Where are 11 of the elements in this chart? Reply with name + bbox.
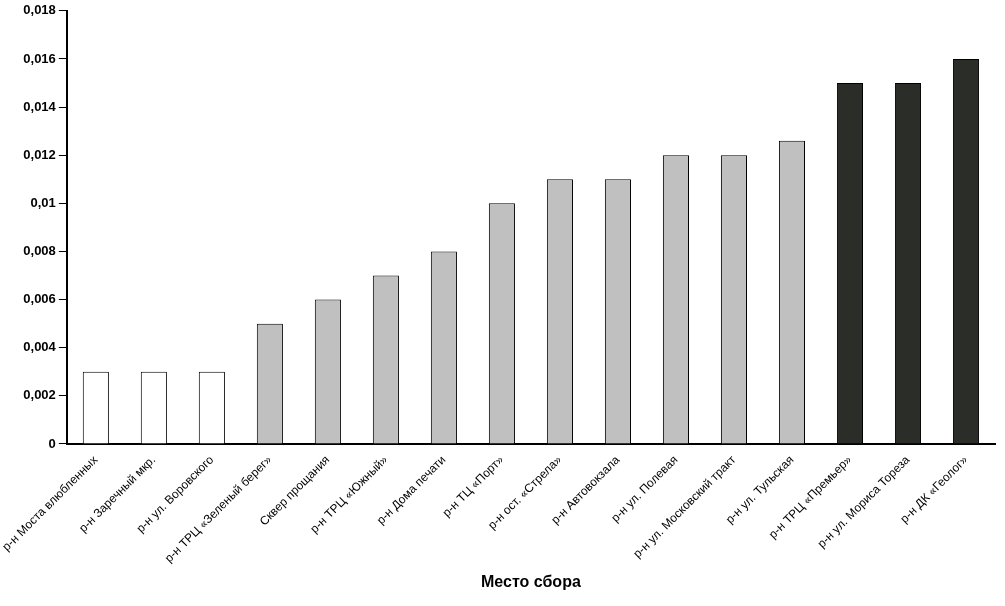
y-tick-label: 0,008 [23,243,56,259]
y-tick-label: 0,016 [23,50,56,66]
y-tick-label: 0,01 [30,194,56,210]
y-tick-label: 0,012 [23,146,56,162]
y-tick-label: 0,004 [23,339,57,355]
x-axis-title: Место сбора [481,572,581,590]
y-tick-label: 0 [48,435,56,451]
y-tick-label: 0,006 [23,291,56,307]
y-tick-label: 0,002 [23,387,56,403]
y-tick-label: 0,018 [23,2,56,18]
y-tick-label: 0,014 [23,98,57,114]
